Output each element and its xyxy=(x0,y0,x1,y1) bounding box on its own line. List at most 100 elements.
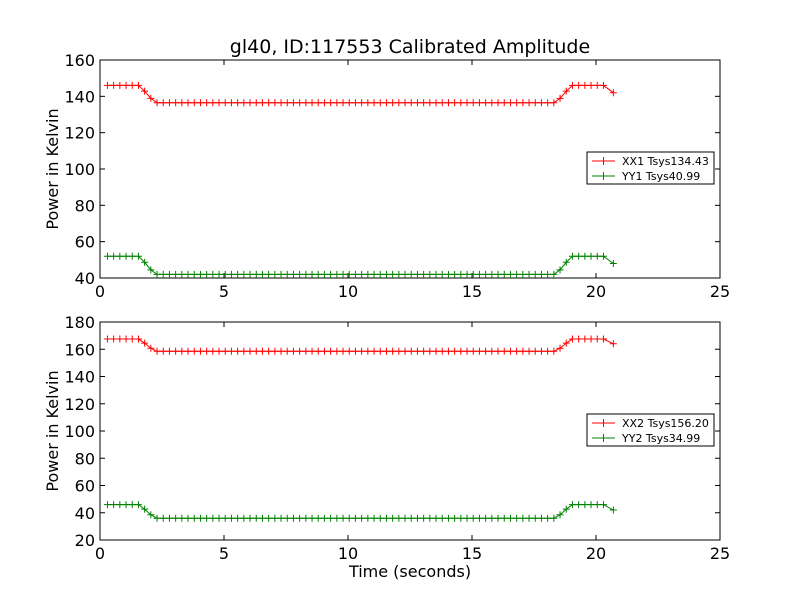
data-point xyxy=(432,99,440,107)
data-point xyxy=(252,99,260,107)
data-point xyxy=(581,501,589,509)
data-point xyxy=(134,81,142,89)
data-point xyxy=(407,347,415,355)
data-point xyxy=(184,270,192,278)
data-point xyxy=(314,514,322,522)
data-point xyxy=(128,335,136,343)
data-point xyxy=(351,99,359,107)
data-point xyxy=(122,501,130,509)
x-tick-label: 0 xyxy=(95,282,105,301)
data-point xyxy=(190,270,198,278)
data-point xyxy=(320,270,328,278)
data-point xyxy=(475,270,483,278)
data-point xyxy=(141,87,149,95)
data-point xyxy=(296,347,304,355)
data-point xyxy=(463,347,471,355)
y-tick-label: 120 xyxy=(64,395,95,414)
data-point xyxy=(246,270,254,278)
data-point xyxy=(370,99,378,107)
data-point xyxy=(562,87,570,95)
data-point xyxy=(376,514,384,522)
data-point xyxy=(457,347,465,355)
data-point xyxy=(116,81,124,89)
x-tick-label: 20 xyxy=(586,544,606,563)
data-point xyxy=(159,270,167,278)
data-point xyxy=(513,99,521,107)
data-point xyxy=(550,270,558,278)
data-point xyxy=(413,270,421,278)
data-point xyxy=(506,514,514,522)
data-point xyxy=(451,270,459,278)
data-point xyxy=(351,270,359,278)
data-point xyxy=(327,270,335,278)
data-point xyxy=(221,270,229,278)
x-axis-label: Time (seconds) xyxy=(348,562,471,581)
y-tick-label: 180 xyxy=(64,313,95,332)
data-point xyxy=(413,514,421,522)
chart-title: gl40, ID:117553 Calibrated Amplitude xyxy=(230,36,590,58)
legend-marker xyxy=(599,419,608,427)
data-point xyxy=(544,270,552,278)
data-point xyxy=(203,270,211,278)
data-point xyxy=(395,514,403,522)
data-point xyxy=(277,270,285,278)
data-point xyxy=(190,347,198,355)
y-axis-label: Power in Kelvin xyxy=(43,370,62,491)
data-point xyxy=(420,99,428,107)
data-point xyxy=(537,99,545,107)
data-point xyxy=(376,99,384,107)
legend: XX2 Tsys156.20 YY2 Tsys34.99 xyxy=(586,413,715,447)
data-point xyxy=(469,514,477,522)
data-point xyxy=(537,347,545,355)
data-point xyxy=(609,506,617,514)
data-point xyxy=(203,99,211,107)
data-point xyxy=(240,270,248,278)
data-point xyxy=(302,347,310,355)
data-point xyxy=(234,99,242,107)
data-point xyxy=(494,347,502,355)
data-point xyxy=(116,335,124,343)
data-point xyxy=(147,511,155,519)
data-point xyxy=(333,99,341,107)
data-point xyxy=(159,514,167,522)
data-point xyxy=(234,347,242,355)
data-point xyxy=(258,99,266,107)
data-point xyxy=(277,99,285,107)
data-point xyxy=(488,514,496,522)
data-point xyxy=(271,347,279,355)
data-point xyxy=(376,347,384,355)
data-point xyxy=(469,270,477,278)
data-point xyxy=(444,347,452,355)
data-point xyxy=(227,347,235,355)
data-point xyxy=(147,344,155,352)
data-point xyxy=(413,347,421,355)
data-point xyxy=(110,335,118,343)
data-point xyxy=(234,514,242,522)
data-point xyxy=(500,514,508,522)
data-point xyxy=(438,99,446,107)
data-point xyxy=(609,259,617,267)
data-point xyxy=(562,258,570,266)
data-point xyxy=(265,514,273,522)
y-tick-label: 120 xyxy=(64,124,95,143)
data-point xyxy=(382,514,390,522)
data-point xyxy=(500,347,508,355)
data-point xyxy=(444,270,452,278)
data-point xyxy=(370,270,378,278)
data-point xyxy=(593,252,601,260)
data-point xyxy=(320,347,328,355)
data-point xyxy=(531,270,539,278)
x-tick-label: 10 xyxy=(338,282,358,301)
data-point xyxy=(271,99,279,107)
data-point xyxy=(519,99,527,107)
legend-label: XX2 Tsys156.20 xyxy=(622,417,709,430)
data-point xyxy=(556,344,564,352)
y-tick-label: 100 xyxy=(64,422,95,441)
data-point xyxy=(488,270,496,278)
data-point xyxy=(451,99,459,107)
y-axis-label: Power in Kelvin xyxy=(43,108,62,229)
data-point xyxy=(277,514,285,522)
data-point xyxy=(271,270,279,278)
data-point xyxy=(370,347,378,355)
data-point xyxy=(469,347,477,355)
